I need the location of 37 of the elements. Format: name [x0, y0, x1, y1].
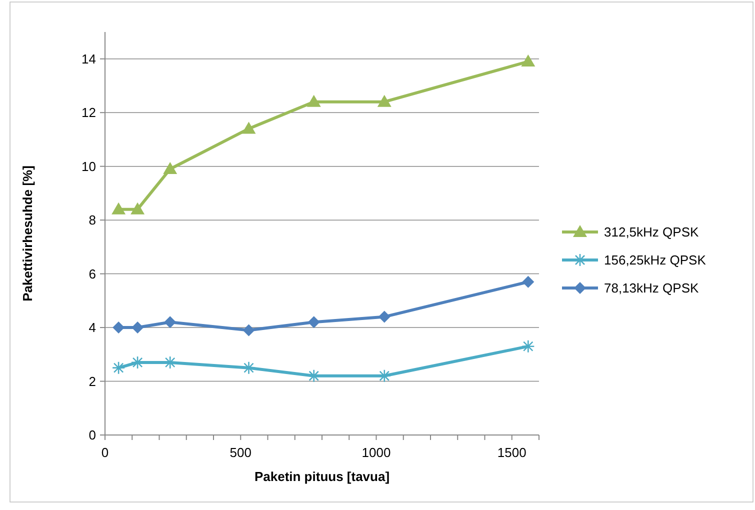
y-tick-label: 2	[88, 374, 96, 389]
y-tick-label: 8	[88, 212, 96, 228]
point	[163, 356, 177, 370]
y-tick-label: 0	[88, 428, 96, 443]
point	[242, 324, 255, 336]
point	[522, 276, 534, 288]
point	[377, 94, 392, 107]
point	[378, 310, 390, 323]
y-tick-label: 6	[88, 266, 96, 282]
legend-label: 156,25kHz QPSK	[604, 252, 706, 268]
point	[308, 316, 320, 328]
point	[242, 361, 256, 374]
point	[112, 202, 126, 214]
x-tick-label: 0	[101, 445, 109, 460]
point	[130, 202, 145, 214]
legend-label: 312,5kHz QPSK	[604, 224, 699, 240]
x-axis-title: Paketin pituus [tavua]	[254, 469, 390, 484]
x-tick-label: 1500	[497, 445, 526, 460]
y-tick-label: 10	[82, 158, 96, 174]
point	[521, 54, 536, 67]
y-tick-label: 4	[88, 320, 96, 336]
point	[163, 162, 178, 174]
x-tick-label: 1000	[362, 445, 391, 460]
point	[522, 340, 535, 353]
point	[307, 369, 321, 383]
point	[306, 94, 321, 107]
x-tick-label: 500	[230, 445, 252, 460]
y-tick-label: 14	[82, 51, 96, 66]
point	[132, 322, 144, 334]
y-tick-label: 12	[82, 105, 96, 120]
point	[112, 361, 126, 374]
point	[164, 316, 176, 328]
point	[242, 122, 256, 134]
y-axis-title: Pakettivirhesuhde [%]	[20, 166, 35, 302]
point	[378, 369, 392, 383]
legend-label: 78,13kHz QPSK	[604, 280, 699, 296]
point	[130, 356, 144, 370]
